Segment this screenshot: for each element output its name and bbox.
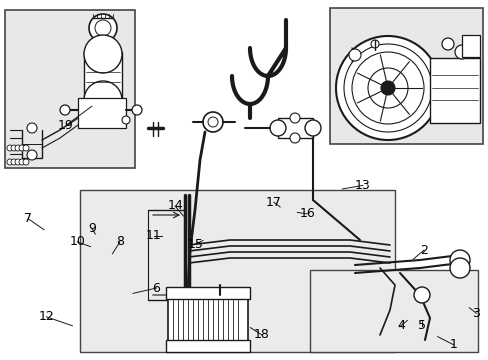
Circle shape xyxy=(84,35,122,73)
Circle shape xyxy=(89,14,117,42)
Text: 19: 19 xyxy=(58,119,74,132)
Circle shape xyxy=(19,159,25,165)
Text: 4: 4 xyxy=(396,319,404,332)
Circle shape xyxy=(207,117,218,127)
Circle shape xyxy=(449,250,469,270)
Circle shape xyxy=(11,145,17,151)
Circle shape xyxy=(348,49,360,61)
Text: 8: 8 xyxy=(116,235,123,248)
Circle shape xyxy=(132,105,142,115)
Text: 3: 3 xyxy=(471,307,479,320)
Text: 10: 10 xyxy=(69,235,85,248)
Text: 17: 17 xyxy=(265,196,281,209)
Circle shape xyxy=(289,133,299,143)
Circle shape xyxy=(11,159,17,165)
Circle shape xyxy=(203,112,223,132)
Text: 5: 5 xyxy=(417,319,425,332)
Bar xyxy=(168,295,247,350)
Text: 1: 1 xyxy=(449,338,457,351)
Bar xyxy=(278,118,312,138)
Bar xyxy=(165,287,249,299)
Circle shape xyxy=(380,81,394,95)
Circle shape xyxy=(367,68,407,108)
Text: 13: 13 xyxy=(354,179,370,192)
Text: 12: 12 xyxy=(39,310,54,323)
Text: 16: 16 xyxy=(299,207,314,220)
Circle shape xyxy=(122,116,130,124)
Circle shape xyxy=(19,145,25,151)
Circle shape xyxy=(60,105,70,115)
Circle shape xyxy=(15,159,21,165)
Bar xyxy=(78,98,126,128)
Bar xyxy=(165,340,249,352)
Text: 15: 15 xyxy=(187,238,203,251)
Circle shape xyxy=(441,38,453,50)
Bar xyxy=(84,52,122,100)
Circle shape xyxy=(23,145,29,151)
Bar xyxy=(429,58,479,123)
Circle shape xyxy=(7,145,13,151)
Circle shape xyxy=(27,123,37,133)
Circle shape xyxy=(95,20,111,36)
Bar xyxy=(309,270,477,352)
Circle shape xyxy=(335,36,439,140)
Text: 14: 14 xyxy=(167,199,183,212)
Bar xyxy=(461,35,479,57)
Text: 2: 2 xyxy=(419,244,427,257)
Circle shape xyxy=(23,159,29,165)
Circle shape xyxy=(370,40,378,48)
Circle shape xyxy=(289,113,299,123)
Circle shape xyxy=(305,120,320,136)
Circle shape xyxy=(7,159,13,165)
Text: 18: 18 xyxy=(253,328,269,341)
Circle shape xyxy=(269,120,285,136)
Circle shape xyxy=(343,44,431,132)
Text: 9: 9 xyxy=(88,222,96,235)
Bar xyxy=(5,10,135,168)
Text: 6: 6 xyxy=(152,282,160,294)
Circle shape xyxy=(454,45,468,59)
Circle shape xyxy=(449,258,469,278)
Circle shape xyxy=(84,81,122,119)
Circle shape xyxy=(15,145,21,151)
Circle shape xyxy=(27,150,37,160)
Text: 7: 7 xyxy=(24,212,32,225)
Text: 11: 11 xyxy=(146,229,162,242)
Circle shape xyxy=(413,287,429,303)
Bar xyxy=(80,190,394,352)
Bar xyxy=(329,8,482,144)
Circle shape xyxy=(351,52,423,124)
